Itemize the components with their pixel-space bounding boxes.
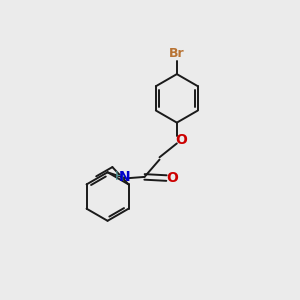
Text: O: O (175, 133, 187, 147)
Text: N: N (119, 170, 131, 184)
Text: H: H (115, 170, 124, 183)
Text: O: O (166, 171, 178, 185)
Text: Br: Br (169, 46, 185, 60)
